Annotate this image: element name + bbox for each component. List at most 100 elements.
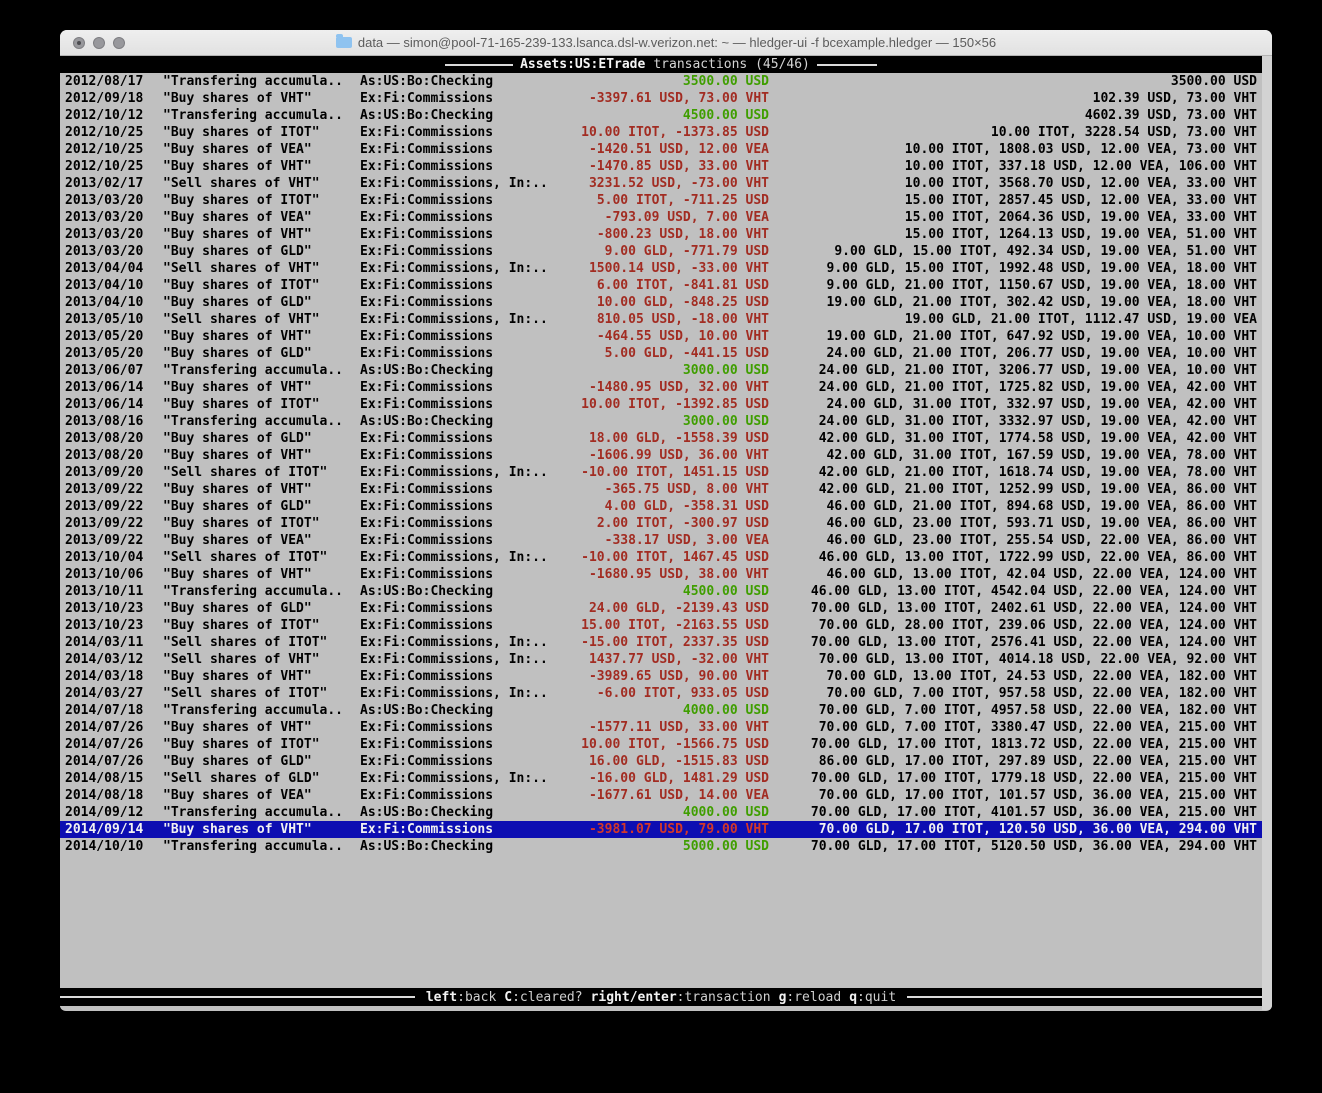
txn-running-balance: 70.00 GLD, 7.00 ITOT, 957.58 USD, 22.00 … [826, 686, 1257, 701]
txn-description: "Buy shares of VHT" [163, 567, 312, 582]
txn-running-balance: 70.00 GLD, 13.00 ITOT, 2402.61 USD, 22.0… [810, 601, 1257, 616]
txn-change-amount: -15.00 ITOT, 2337.35 USD [581, 635, 769, 650]
txn-running-balance: 19.00 GLD, 21.00 ITOT, 647.92 USD, 19.00… [826, 329, 1257, 344]
transaction-row[interactable]: 2013/10/04 "Sell shares of ITOT" Ex:Fi:Com… [60, 549, 1262, 566]
transaction-row[interactable]: 2013/08/16 "Transfering accumula.. As:US:B… [60, 413, 1262, 430]
transaction-row[interactable]: 2014/10/10 "Transfering accumula.. As:US:B… [60, 838, 1262, 855]
transaction-row[interactable]: 2013/09/22 "Buy shares of VHT" Ex:Fi:Commi… [60, 481, 1262, 498]
transaction-row[interactable]: 2014/08/18 "Buy shares of VEA" Ex:Fi:Commi… [60, 787, 1262, 804]
transaction-row[interactable]: 2013/05/10 "Sell shares of VHT" Ex:Fi:Comm… [60, 311, 1262, 328]
transaction-row[interactable]: 2013/10/23 "Buy shares of ITOT" Ex:Fi:Comm… [60, 617, 1262, 634]
transaction-row[interactable]: 2013/03/20 "Buy shares of GLD" Ex:Fi:Commi… [60, 243, 1262, 260]
transaction-row[interactable]: 2013/09/22 "Buy shares of GLD" Ex:Fi:Commi… [60, 498, 1262, 515]
key-hint-desc: :reload [786, 989, 842, 1005]
transaction-row[interactable]: 2014/07/26 "Buy shares of ITOT" Ex:Fi:Comm… [60, 736, 1262, 753]
transaction-row[interactable]: 2013/09/20 "Sell shares of ITOT" Ex:Fi:Com… [60, 464, 1262, 481]
txn-description: "Buy shares of GLD" [163, 346, 312, 361]
key-hint: q:quit [849, 990, 896, 1005]
transaction-row[interactable]: 2013/08/20 "Buy shares of VHT" Ex:Fi:Commi… [60, 447, 1262, 464]
footer-rule-right [907, 996, 1262, 998]
txn-date: 2014/09/12 [65, 805, 144, 820]
transaction-row[interactable]: 2013/09/22 "Buy shares of VEA" Ex:Fi:Commi… [60, 532, 1262, 549]
txn-running-balance: 70.00 GLD, 17.00 ITOT, 1779.18 USD, 22.0… [810, 771, 1257, 786]
txn-date: 2012/08/17 [65, 74, 144, 89]
transaction-row[interactable]: 2013/04/10 "Buy shares of ITOT" Ex:Fi:Comm… [60, 277, 1262, 294]
transaction-row[interactable]: 2013/02/17 "Sell shares of VHT" Ex:Fi:Comm… [60, 175, 1262, 192]
transaction-row[interactable]: 2013/10/06 "Buy shares of VHT" Ex:Fi:Commi… [60, 566, 1262, 583]
txn-description: "Sell shares of ITOT" [163, 550, 328, 565]
header-rule-left [445, 63, 514, 66]
terminal-screen: Assets:US:ETrade transactions (45/46) 20… [60, 56, 1272, 1010]
txn-other-accounts: Ex:Fi:Commissions [360, 278, 494, 293]
txn-change-amount: 9.00 GLD, -771.79 USD [604, 244, 769, 259]
txn-change-amount: 5.00 ITOT, -711.25 USD [596, 193, 769, 208]
window-titlebar[interactable]: data — simon@pool-71-165-239-133.lsanca.… [60, 30, 1272, 56]
scrollbar[interactable] [1262, 56, 1272, 1010]
transaction-row[interactable]: 2013/04/10 "Buy shares of GLD" Ex:Fi:Commi… [60, 294, 1262, 311]
transaction-row[interactable]: 2013/06/07 "Transfering accumula.. As:US:B… [60, 362, 1262, 379]
minimize-button[interactable] [93, 36, 105, 49]
txn-change-amount: -3981.07 USD, 79.00 VHT [588, 822, 769, 837]
txn-change-amount: 3231.52 USD, -73.00 VHT [588, 176, 769, 191]
txn-description: "Buy shares of VEA" [163, 142, 312, 157]
transaction-row[interactable]: 2014/09/12 "Transfering accumula.. As:US:B… [60, 804, 1262, 821]
key-hint-key: left [425, 989, 458, 1005]
txn-other-accounts: As:US:Bo:Checking [360, 839, 494, 854]
txn-running-balance: 70.00 GLD, 7.00 ITOT, 3380.47 USD, 22.00… [818, 720, 1257, 735]
txn-change-amount: -10.00 ITOT, 1451.15 USD [581, 465, 769, 480]
txn-description: "Buy shares of GLD" [163, 499, 312, 514]
txn-other-accounts: Ex:Fi:Commissions, In:.. [360, 312, 548, 327]
transaction-row[interactable]: 2014/03/11 "Sell shares of ITOT" Ex:Fi:Com… [60, 634, 1262, 651]
close-button[interactable] [73, 36, 85, 49]
transaction-row[interactable]: 2012/10/25 "Buy shares of ITOT" Ex:Fi:Comm… [60, 124, 1262, 141]
txn-date: 2012/10/25 [65, 125, 144, 140]
txn-description: "Buy shares of GLD" [163, 754, 312, 769]
txn-other-accounts: As:US:Bo:Checking [360, 363, 494, 378]
txn-change-amount: -1577.11 USD, 33.00 VHT [588, 720, 769, 735]
txn-change-amount: 10.00 ITOT, -1373.85 USD [581, 125, 769, 140]
transaction-row[interactable]: 2014/03/18 "Buy shares of VHT" Ex:Fi:Commi… [60, 668, 1262, 685]
transaction-row[interactable]: 2013/06/14 "Buy shares of VHT" Ex:Fi:Commi… [60, 379, 1262, 396]
txn-other-accounts: Ex:Fi:Commissions, In:.. [360, 771, 548, 786]
transaction-row[interactable]: 2012/10/12 "Transfering accumula.. As:US:B… [60, 107, 1262, 124]
transaction-row[interactable]: 2013/03/20 "Buy shares of ITOT" Ex:Fi:Comm… [60, 192, 1262, 209]
transaction-row[interactable]: 2014/03/12 "Sell shares of VHT" Ex:Fi:Comm… [60, 651, 1262, 668]
transaction-row[interactable]: 2013/10/11 "Transfering accumula.. As:US:B… [60, 583, 1262, 600]
transaction-row[interactable]: 2012/08/17 "Transfering accumula.. As:US:B… [60, 73, 1262, 90]
txn-description: "Buy shares of ITOT" [163, 516, 320, 531]
txn-date: 2014/08/18 [65, 788, 144, 803]
txn-other-accounts: Ex:Fi:Commissions [360, 125, 494, 140]
transaction-row[interactable]: 2013/04/04 "Sell shares of VHT" Ex:Fi:Comm… [60, 260, 1262, 277]
transaction-row-selected[interactable]: 2014/09/14 "Buy shares of VHT" Ex:Fi:Commi… [60, 821, 1262, 838]
transaction-row[interactable]: 2014/08/15 "Sell shares of GLD" Ex:Fi:Comm… [60, 770, 1262, 787]
transaction-row[interactable]: 2013/03/20 "Buy shares of VEA" Ex:Fi:Commi… [60, 209, 1262, 226]
txn-other-accounts: Ex:Fi:Commissions, In:.. [360, 176, 548, 191]
transaction-row[interactable]: 2012/10/25 "Buy shares of VHT" Ex:Fi:Commi… [60, 158, 1262, 175]
zoom-button[interactable] [113, 36, 125, 49]
key-hint: right/enter:transaction [591, 990, 771, 1005]
transaction-row[interactable]: 2013/08/20 "Buy shares of GLD" Ex:Fi:Commi… [60, 430, 1262, 447]
empty-screen-area [60, 855, 1262, 988]
transaction-row[interactable]: 2012/09/18 "Buy shares of VHT" Ex:Fi:Commi… [60, 90, 1262, 107]
txn-other-accounts: Ex:Fi:Commissions [360, 397, 494, 412]
txn-description: "Buy shares of VHT" [163, 720, 312, 735]
transaction-row[interactable]: 2013/05/20 "Buy shares of GLD" Ex:Fi:Commi… [60, 345, 1262, 362]
txn-date: 2013/03/20 [65, 227, 144, 242]
transaction-row[interactable]: 2013/05/20 "Buy shares of VHT" Ex:Fi:Commi… [60, 328, 1262, 345]
txn-description: "Buy shares of ITOT" [163, 618, 320, 633]
key-hint: left:back [426, 990, 496, 1005]
transaction-row[interactable]: 2012/10/25 "Buy shares of VEA" Ex:Fi:Commi… [60, 141, 1262, 158]
key-hint-desc: :back [457, 989, 497, 1005]
txn-other-accounts: Ex:Fi:Commissions [360, 720, 494, 735]
transaction-row[interactable]: 2013/09/22 "Buy shares of ITOT" Ex:Fi:Comm… [60, 515, 1262, 532]
transaction-row[interactable]: 2014/07/26 "Buy shares of GLD" Ex:Fi:Commi… [60, 753, 1262, 770]
txn-running-balance: 15.00 ITOT, 2064.36 USD, 19.00 VEA, 33.0… [904, 210, 1257, 225]
transaction-row[interactable]: 2013/06/14 "Buy shares of ITOT" Ex:Fi:Comm… [60, 396, 1262, 413]
txn-change-amount: 4.00 GLD, -358.31 USD [604, 499, 769, 514]
transaction-row[interactable]: 2014/07/26 "Buy shares of VHT" Ex:Fi:Commi… [60, 719, 1262, 736]
txn-running-balance: 10.00 ITOT, 1808.03 USD, 12.00 VEA, 73.0… [904, 142, 1257, 157]
transaction-row[interactable]: 2013/10/23 "Buy shares of GLD" Ex:Fi:Commi… [60, 600, 1262, 617]
transaction-row[interactable]: 2014/07/18 "Transfering accumula.. As:US:B… [60, 702, 1262, 719]
transaction-row[interactable]: 2013/03/20 "Buy shares of VHT" Ex:Fi:Commi… [60, 226, 1262, 243]
transaction-row[interactable]: 2014/03/27 "Sell shares of ITOT" Ex:Fi:Com… [60, 685, 1262, 702]
